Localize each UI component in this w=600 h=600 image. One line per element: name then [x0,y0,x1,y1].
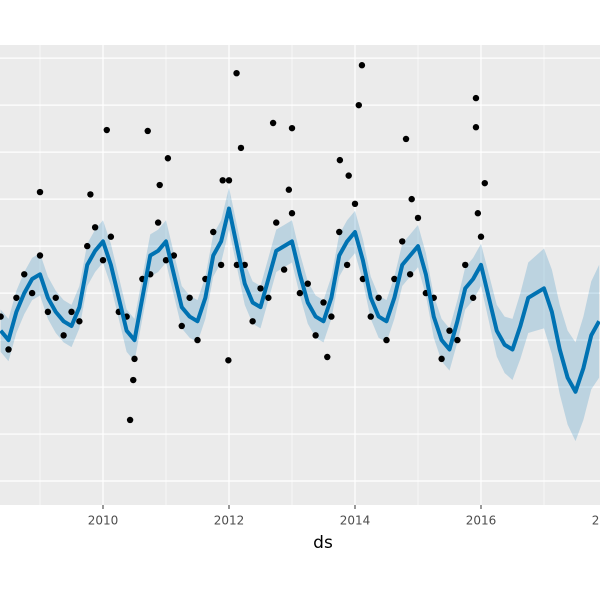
data-point [358,62,366,69]
data-point [237,144,245,152]
data-point [5,346,12,353]
x-tick-label: 2012 [214,514,245,528]
points-layer [0,62,488,424]
x-tick-label: 2014 [340,514,371,528]
uncertainty-band-layer [0,187,600,442]
data-point [320,299,327,306]
data-point [273,219,280,226]
data-point [107,233,115,240]
data-point [225,357,232,364]
data-point [217,261,225,269]
data-point [438,355,445,363]
data-point [36,252,44,259]
data-point [481,179,488,187]
data-point [156,181,163,189]
x-tick-label: 2016 [466,514,497,528]
data-point [288,210,296,217]
data-point [408,195,415,203]
data-point [60,332,67,339]
data-point [170,252,178,259]
uncertainty-band [0,187,600,442]
data-point [462,261,469,269]
x-tick-label: 2018 [592,514,600,528]
data-point [219,177,226,184]
data-point [414,214,422,222]
data-point [391,275,398,283]
data-point [178,322,185,330]
data-point [446,327,453,334]
data-point [99,256,107,264]
data-point [288,124,296,132]
data-point [225,177,233,184]
data-point [367,313,374,320]
data-point [328,313,335,320]
data-point [233,69,240,77]
data-point [186,294,193,301]
data-point [336,228,343,236]
data-point [265,294,272,301]
data-point [154,219,162,226]
data-point [383,336,390,344]
data-point [44,308,52,316]
data-point [469,294,477,301]
data-point [336,156,344,164]
x-tick-label: 2010 [88,514,119,528]
data-point [144,127,151,135]
data-point [375,294,382,301]
data-point [406,271,414,278]
data-point [91,224,99,231]
data-point [355,101,362,109]
data-point [477,233,485,240]
data-point [472,94,480,102]
data-point [76,318,83,325]
data-point [164,155,172,162]
data-point [474,210,482,217]
data-point [210,228,217,236]
data-point [454,336,461,344]
data-point [130,376,137,384]
data-point [343,261,351,269]
data-point [257,285,264,292]
data-point [0,313,4,320]
data-point [402,135,410,143]
data-point [126,416,134,424]
x-axis-label: ds [313,533,333,553]
data-point [21,271,28,278]
data-point [399,238,406,245]
data-point [351,200,359,208]
data-point [36,188,44,196]
data-point [312,332,319,339]
data-point [131,355,138,363]
x-axis: 2010 2012 2014 2016 2018 [88,505,600,528]
data-point [345,172,352,179]
data-point [13,294,20,301]
data-point [285,186,293,193]
data-point [84,242,91,250]
forecast-layer [0,206,600,394]
data-point [87,191,94,198]
data-point [304,280,311,287]
forecast-line [0,206,600,394]
data-point [249,318,256,325]
data-point [52,294,59,301]
data-point [28,289,36,297]
data-point [472,124,480,131]
data-point [68,308,75,316]
data-point [194,336,201,344]
data-point [269,119,277,127]
data-point [280,266,288,273]
data-point [324,353,331,361]
data-point [162,256,170,264]
data-point [296,289,304,297]
data-point [103,126,110,134]
